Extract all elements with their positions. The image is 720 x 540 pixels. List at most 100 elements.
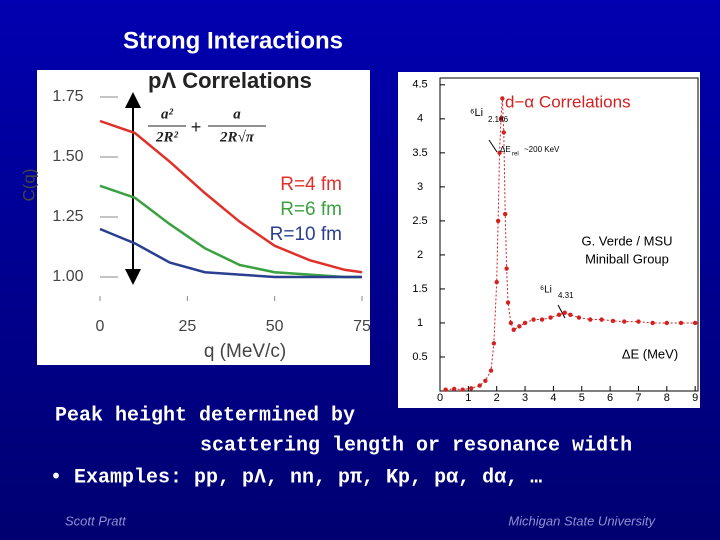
annotation: ⁶Li xyxy=(540,285,552,296)
data-point xyxy=(451,386,457,392)
legend-label: R=4 fm xyxy=(280,174,342,195)
y-tick-label: 2 xyxy=(417,249,423,261)
data-point xyxy=(576,315,582,320)
chart-title: d−α Correlations xyxy=(505,92,631,111)
annotation: ~200 KeV xyxy=(524,145,560,154)
data-point xyxy=(599,317,604,322)
x-tick-label: 7 xyxy=(635,392,641,404)
data-point xyxy=(556,312,562,317)
y-tick-label: 1.25 xyxy=(52,208,83,225)
y-tick-label: 2.5 xyxy=(412,215,427,227)
data-point xyxy=(460,387,465,392)
data-point xyxy=(504,266,509,271)
data-point xyxy=(477,383,482,388)
body-text: • Examples: pp, pΛ, nn, pπ, Kp, pα, dα, … xyxy=(50,466,542,489)
data-point xyxy=(522,320,528,326)
y-tick-label: 3.5 xyxy=(412,147,427,159)
formula: a xyxy=(233,106,241,122)
x-axis-label: ΔE (MeV) xyxy=(622,346,678,361)
data-point xyxy=(562,310,567,315)
y-tick-label: 4.5 xyxy=(412,79,427,91)
data-point xyxy=(511,327,516,332)
formula: 2R√π xyxy=(219,129,255,145)
data-point xyxy=(539,317,545,322)
data-point xyxy=(692,320,698,326)
chart-title: pΛ Correlations xyxy=(148,68,312,93)
data-point xyxy=(494,279,499,285)
x-tick-label: 3 xyxy=(522,392,528,404)
data-point xyxy=(483,378,488,383)
data-point xyxy=(568,312,573,317)
slide-title: Strong Interactions xyxy=(123,27,343,54)
chart-right: 0.5 1 1.5 2 2.5 3 3.5 4 4.5 0 1 2 3 4 5 6 7 8 9 d−α Correla… xyxy=(412,77,699,404)
body-text: Peak height determined by xyxy=(55,404,355,427)
data-point xyxy=(500,96,505,101)
x-tick-label: 75 xyxy=(353,318,371,335)
data-point xyxy=(508,320,514,326)
y-axis-label: C(q) xyxy=(19,168,38,201)
y-tick-label: 1 xyxy=(417,317,423,329)
formula: + xyxy=(191,117,202,137)
annotation: G. Verde / MSU xyxy=(581,233,672,248)
x-tick-label: 6 xyxy=(607,392,613,404)
y-tick-label: 0.5 xyxy=(412,351,427,363)
y-tick-label: 1.75 xyxy=(52,88,83,105)
y-tick-label: 1.5 xyxy=(412,283,427,295)
data-point xyxy=(678,320,684,326)
data-point xyxy=(501,130,506,135)
footer: Michigan State University xyxy=(508,513,656,528)
x-tick-label: 2 xyxy=(494,392,500,404)
annotation: 4.31 xyxy=(558,291,574,300)
annotation: 2.186 xyxy=(488,115,509,124)
x-tick-label: 5 xyxy=(579,392,585,404)
left-panel xyxy=(37,70,370,365)
x-tick-label: 9 xyxy=(692,392,698,404)
formula: 2R² xyxy=(155,129,179,145)
x-tick-label: 4 xyxy=(550,392,556,404)
data-point xyxy=(503,211,508,217)
data-point xyxy=(588,317,593,322)
x-tick-label: 8 xyxy=(664,392,670,404)
plot-frame xyxy=(439,77,699,392)
x-tick-label: 0 xyxy=(96,318,105,335)
x-tick-label: 0 xyxy=(437,392,443,404)
annotation: ΔE xyxy=(500,145,511,154)
y-tick-label: 1.50 xyxy=(52,148,83,165)
annotation: ⁶Li xyxy=(470,107,483,119)
data-point xyxy=(495,218,501,224)
data-point xyxy=(491,341,497,346)
data-point xyxy=(636,319,641,324)
data-point xyxy=(548,315,553,320)
y-tick-label: 3 xyxy=(417,181,423,193)
pointer xyxy=(557,304,566,319)
annotation: Miniball Group xyxy=(585,251,669,266)
data-point xyxy=(497,150,502,156)
data-point xyxy=(531,317,536,322)
right-panel xyxy=(398,72,700,408)
y-tick-label: 1.00 xyxy=(52,268,83,285)
data-point xyxy=(650,320,655,326)
data-point xyxy=(488,368,494,373)
pointer xyxy=(488,139,498,153)
legend-label: R=6 fm xyxy=(280,199,342,220)
data-point xyxy=(517,324,522,329)
formula: a² xyxy=(161,106,174,122)
y-tick-label: 4 xyxy=(417,113,423,125)
body-text: scattering length or resonance width xyxy=(200,434,632,457)
series-line xyxy=(99,227,363,279)
x-tick-label: 1 xyxy=(465,392,471,404)
footer: Scott Pratt xyxy=(65,513,127,528)
data-point xyxy=(622,319,627,324)
data-point xyxy=(664,320,670,326)
data-point xyxy=(498,116,504,122)
annotation: rel xyxy=(512,152,519,158)
series-line xyxy=(99,119,363,274)
chart-left: 1.00 1.25 1.50 1.75 0 25 50 75 pΛ Correlations C(… xyxy=(19,68,371,362)
legend-label: R=10 fm xyxy=(270,224,342,245)
data-point xyxy=(505,300,511,305)
data-point xyxy=(468,386,474,391)
data-point xyxy=(610,318,616,324)
x-tick-label: 50 xyxy=(266,318,284,335)
x-axis-label: q (MeV/c) xyxy=(204,341,286,362)
